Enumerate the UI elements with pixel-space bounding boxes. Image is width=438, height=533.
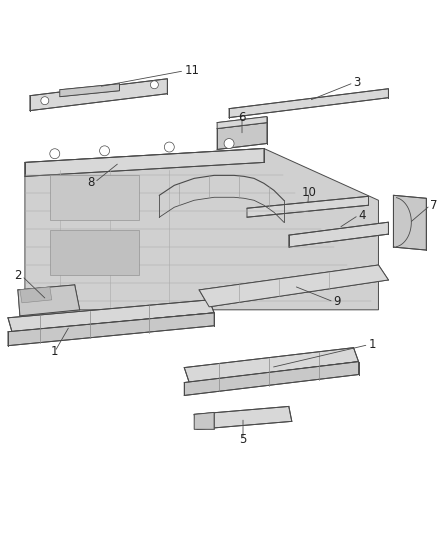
Polygon shape <box>20 287 52 303</box>
Polygon shape <box>60 84 120 96</box>
Polygon shape <box>184 348 359 383</box>
Circle shape <box>150 81 159 88</box>
Text: 5: 5 <box>239 433 247 446</box>
Polygon shape <box>8 313 214 346</box>
Text: 1: 1 <box>368 338 376 351</box>
Polygon shape <box>18 285 80 316</box>
Polygon shape <box>247 196 368 217</box>
Polygon shape <box>217 117 267 128</box>
Text: 8: 8 <box>87 176 95 189</box>
Text: 7: 7 <box>430 199 438 212</box>
Circle shape <box>224 139 234 149</box>
Polygon shape <box>25 149 264 176</box>
Circle shape <box>99 146 110 156</box>
Text: 9: 9 <box>334 295 341 309</box>
Text: 2: 2 <box>14 270 22 282</box>
Text: 1: 1 <box>51 345 59 358</box>
Text: 6: 6 <box>238 111 246 124</box>
Text: 11: 11 <box>184 64 199 77</box>
Circle shape <box>50 149 60 159</box>
Polygon shape <box>199 265 389 307</box>
Text: 3: 3 <box>353 76 361 89</box>
Polygon shape <box>30 79 167 111</box>
Polygon shape <box>194 413 214 430</box>
Polygon shape <box>229 88 389 118</box>
Polygon shape <box>8 300 214 332</box>
Text: 10: 10 <box>301 186 316 199</box>
Text: 4: 4 <box>359 209 366 222</box>
Polygon shape <box>194 407 292 430</box>
Polygon shape <box>184 361 359 395</box>
Circle shape <box>164 142 174 152</box>
Polygon shape <box>25 149 378 310</box>
Polygon shape <box>50 230 139 275</box>
Polygon shape <box>217 123 267 149</box>
Polygon shape <box>50 175 139 220</box>
Polygon shape <box>393 195 426 250</box>
Polygon shape <box>289 222 389 247</box>
Circle shape <box>41 96 49 104</box>
